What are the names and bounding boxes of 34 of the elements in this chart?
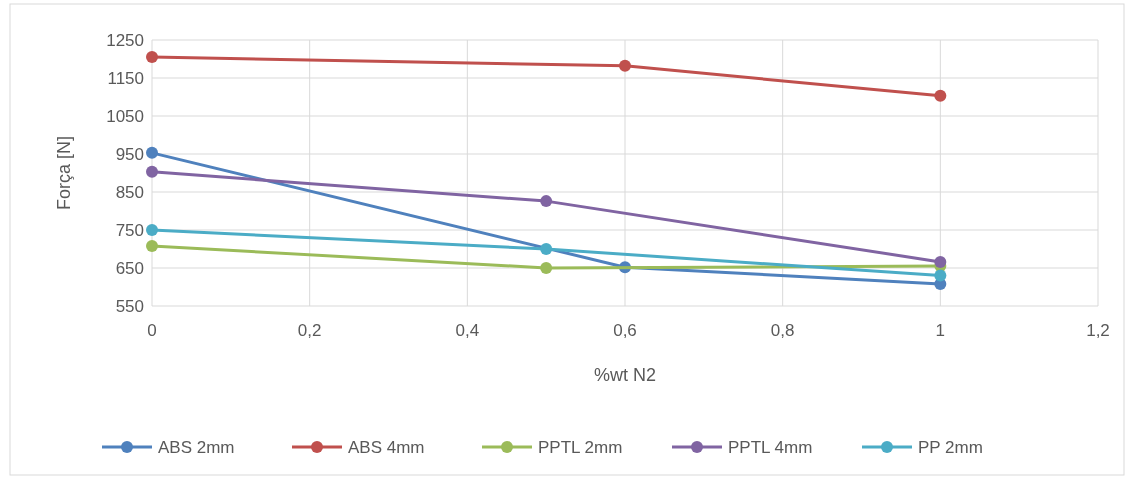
point [146,51,158,64]
x-tick-label: 0,8 [770,321,795,340]
point [146,165,158,178]
x-tick-label: 0 [147,321,157,340]
point [934,255,947,268]
point [540,195,553,208]
legend-label: ABS 2mm [158,437,235,457]
x-tick-label: 0,4 [455,321,480,340]
point [146,224,158,236]
point [540,262,553,274]
point [540,243,553,255]
y-tick-label: 850 [115,182,144,202]
x-tick-label: 0,6 [613,321,637,340]
legend-label: PPTL 4mm [728,437,813,457]
point [146,239,158,252]
y-axis-title: Força [N] [54,135,74,211]
legend-label: PP 2mm [918,437,983,457]
point [934,269,947,282]
y-tick-label: 650 [115,258,144,278]
x-axis-title: %wt N2 [593,365,657,385]
x-tick-label: 1,2 [1086,321,1110,340]
x-tick-label: 1 [935,321,946,340]
point [619,59,631,72]
y-tick-label: 750 [115,220,144,240]
y-tick-label: 1050 [106,106,144,126]
y-tick-label: 950 [115,144,144,164]
point [146,146,158,159]
x-tick-label: 0,2 [297,321,322,340]
y-tick-label: 1150 [107,68,144,88]
y-tick-label: 550 [115,296,144,316]
point [934,89,947,102]
y-tick-label: 1250 [106,30,144,50]
legend-label: PPTL 2mm [538,437,623,457]
legend-label: ABS 4mm [348,437,425,457]
